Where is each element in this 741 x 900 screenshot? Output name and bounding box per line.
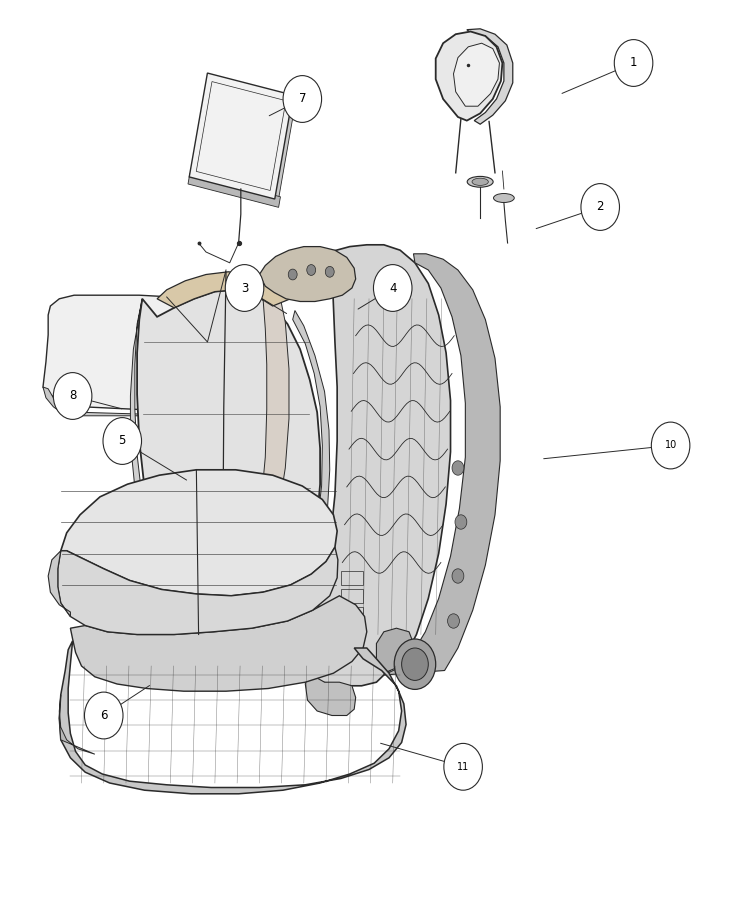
- Circle shape: [452, 569, 464, 583]
- Circle shape: [444, 743, 482, 790]
- Circle shape: [283, 76, 322, 122]
- Polygon shape: [219, 306, 233, 410]
- Polygon shape: [61, 470, 337, 596]
- Polygon shape: [259, 247, 356, 302]
- Polygon shape: [43, 387, 230, 416]
- Circle shape: [373, 265, 412, 311]
- Circle shape: [53, 373, 92, 419]
- Text: 4: 4: [389, 282, 396, 294]
- Circle shape: [455, 515, 467, 529]
- Circle shape: [651, 422, 690, 469]
- Polygon shape: [58, 547, 338, 634]
- Polygon shape: [305, 670, 356, 716]
- Circle shape: [325, 266, 334, 277]
- Circle shape: [288, 269, 297, 280]
- Polygon shape: [293, 310, 330, 587]
- Polygon shape: [304, 245, 451, 686]
- Text: 8: 8: [69, 390, 76, 402]
- Polygon shape: [157, 272, 290, 308]
- Circle shape: [452, 461, 464, 475]
- Circle shape: [581, 184, 619, 230]
- Ellipse shape: [472, 178, 488, 185]
- FancyBboxPatch shape: [188, 174, 280, 207]
- Ellipse shape: [468, 176, 494, 187]
- Polygon shape: [384, 254, 500, 675]
- Circle shape: [225, 265, 264, 311]
- Text: 2: 2: [597, 201, 604, 213]
- Text: 6: 6: [100, 709, 107, 722]
- Polygon shape: [436, 32, 502, 121]
- Polygon shape: [48, 551, 70, 616]
- Polygon shape: [70, 596, 367, 691]
- Text: 10: 10: [665, 440, 677, 451]
- Circle shape: [614, 40, 653, 86]
- Polygon shape: [59, 695, 95, 754]
- Polygon shape: [376, 628, 413, 673]
- Polygon shape: [59, 641, 406, 794]
- Polygon shape: [137, 290, 320, 630]
- Text: 3: 3: [241, 282, 248, 294]
- Polygon shape: [233, 270, 289, 623]
- Circle shape: [402, 648, 428, 680]
- Text: 7: 7: [299, 93, 306, 105]
- Ellipse shape: [494, 194, 514, 202]
- Circle shape: [103, 418, 142, 464]
- Circle shape: [448, 614, 459, 628]
- Text: 5: 5: [119, 435, 126, 447]
- Polygon shape: [453, 43, 499, 106]
- Polygon shape: [130, 299, 187, 619]
- Circle shape: [394, 639, 436, 689]
- Circle shape: [84, 692, 123, 739]
- Polygon shape: [43, 295, 224, 410]
- FancyBboxPatch shape: [271, 94, 296, 200]
- Text: 11: 11: [457, 761, 469, 772]
- Text: 1: 1: [630, 57, 637, 69]
- FancyBboxPatch shape: [189, 73, 293, 199]
- Polygon shape: [467, 29, 513, 124]
- Circle shape: [307, 265, 316, 275]
